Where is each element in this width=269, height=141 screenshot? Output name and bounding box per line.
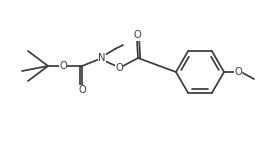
Text: N: N [98, 53, 106, 63]
Text: O: O [234, 67, 242, 77]
Text: O: O [133, 30, 141, 40]
Text: O: O [59, 61, 67, 71]
Text: O: O [78, 85, 86, 95]
Text: O: O [115, 63, 123, 73]
